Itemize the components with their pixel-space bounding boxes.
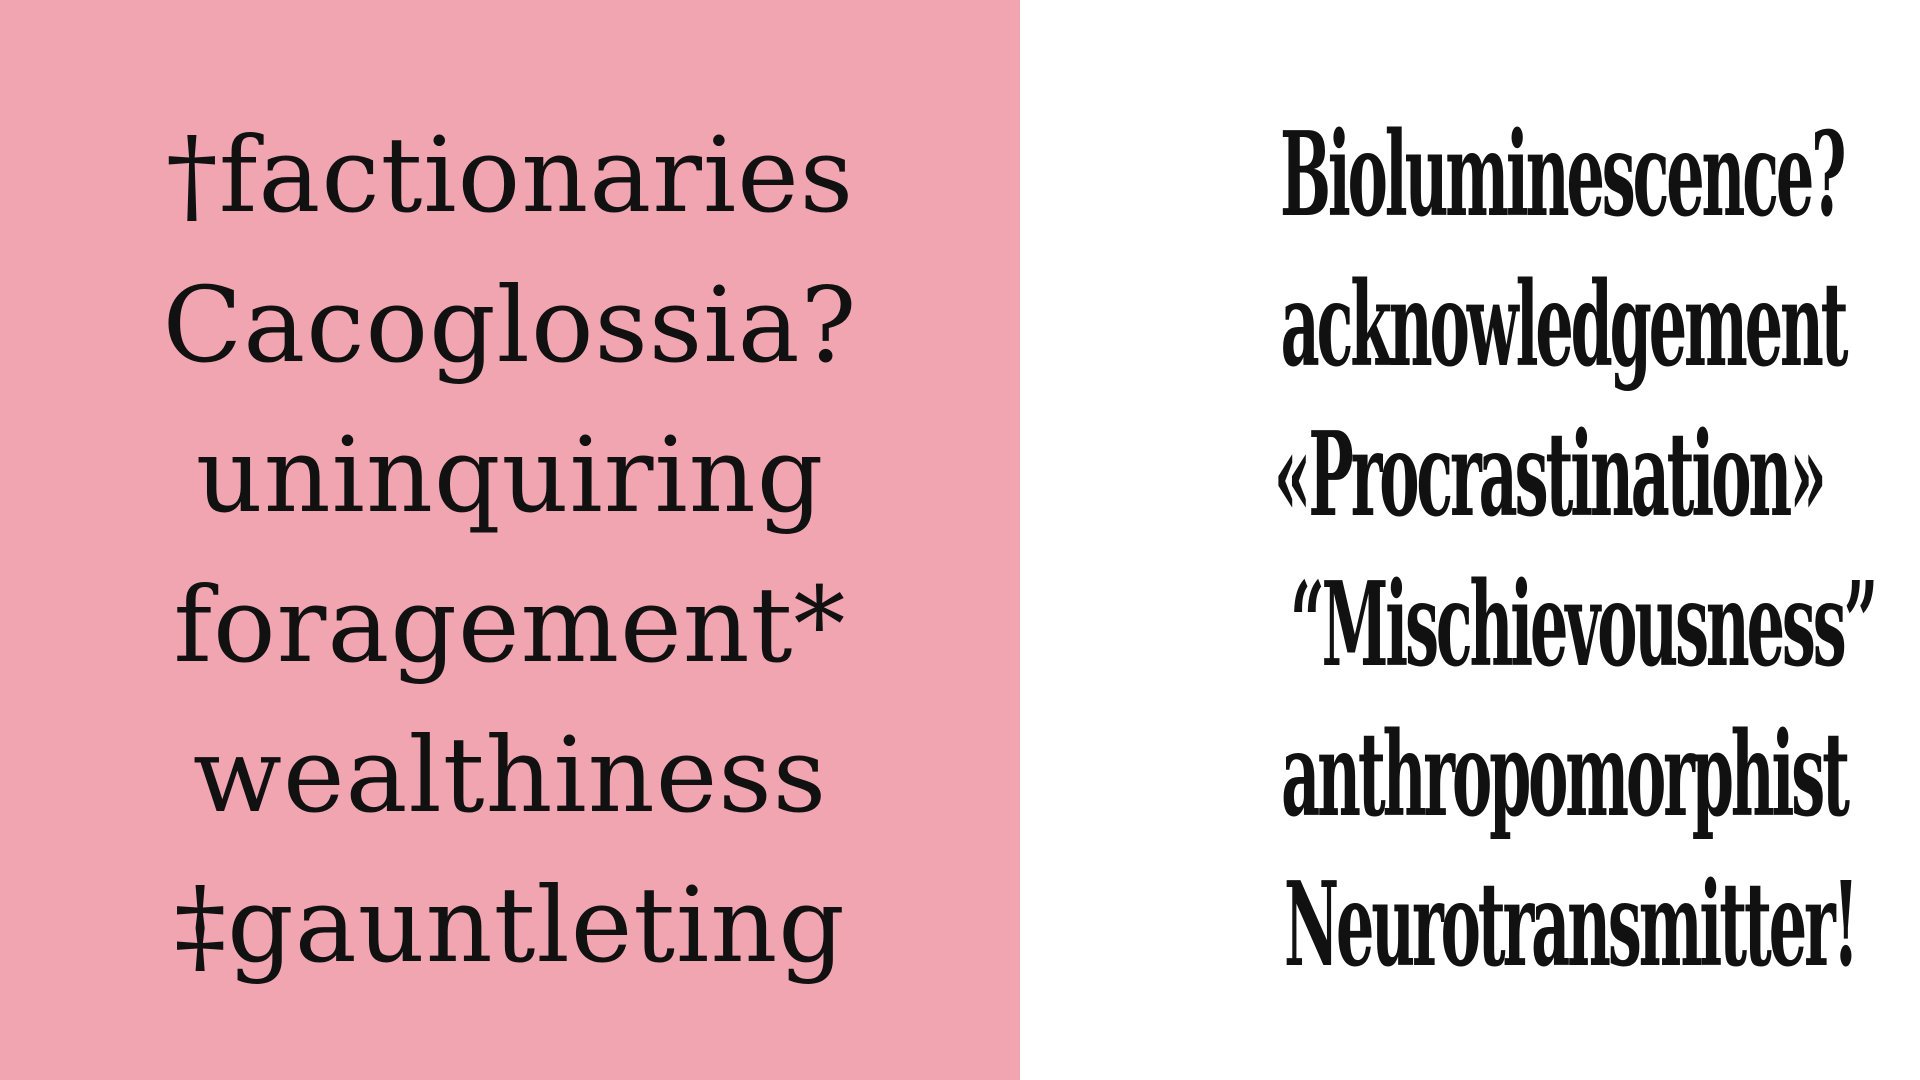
right-word-text: Neurotransmitter!: [1283, 857, 1859, 993]
right-word: “Mischievousness”: [1020, 550, 1920, 700]
right-word: Bioluminescence?: [1020, 100, 1920, 250]
right-word-text: anthropomorphist: [1281, 707, 1850, 843]
left-word: foragement*: [173, 564, 847, 686]
left-word: †factionaries: [165, 114, 855, 236]
right-word-text: “Mischievousness”: [1290, 557, 1878, 693]
left-word: uninquiring: [195, 414, 825, 536]
right-word-text: «Procrastination»: [1273, 407, 1827, 543]
right-word-text: acknowledgement: [1280, 257, 1849, 393]
right-word-text: Bioluminescence?: [1279, 107, 1846, 243]
left-word: Cacoglossia?: [162, 264, 858, 386]
right-word: acknowledgement: [1020, 250, 1920, 400]
left-word-list: †factionaries Cacoglossia? uninquiring f…: [0, 100, 1020, 1000]
right-word: anthropomorphist: [1020, 700, 1920, 850]
left-word: wealthiness: [192, 714, 828, 836]
right-word: Neurotransmitter!: [1020, 850, 1920, 1000]
right-panel: Bioluminescence? acknowledgement «Procra…: [1020, 0, 1920, 1080]
left-word: ‡gauntleting: [174, 864, 846, 986]
right-word: «Procrastination»: [1020, 400, 1920, 550]
right-word-list: Bioluminescence? acknowledgement «Procra…: [1020, 100, 1920, 1000]
left-panel: †factionaries Cacoglossia? uninquiring f…: [0, 0, 1020, 1080]
